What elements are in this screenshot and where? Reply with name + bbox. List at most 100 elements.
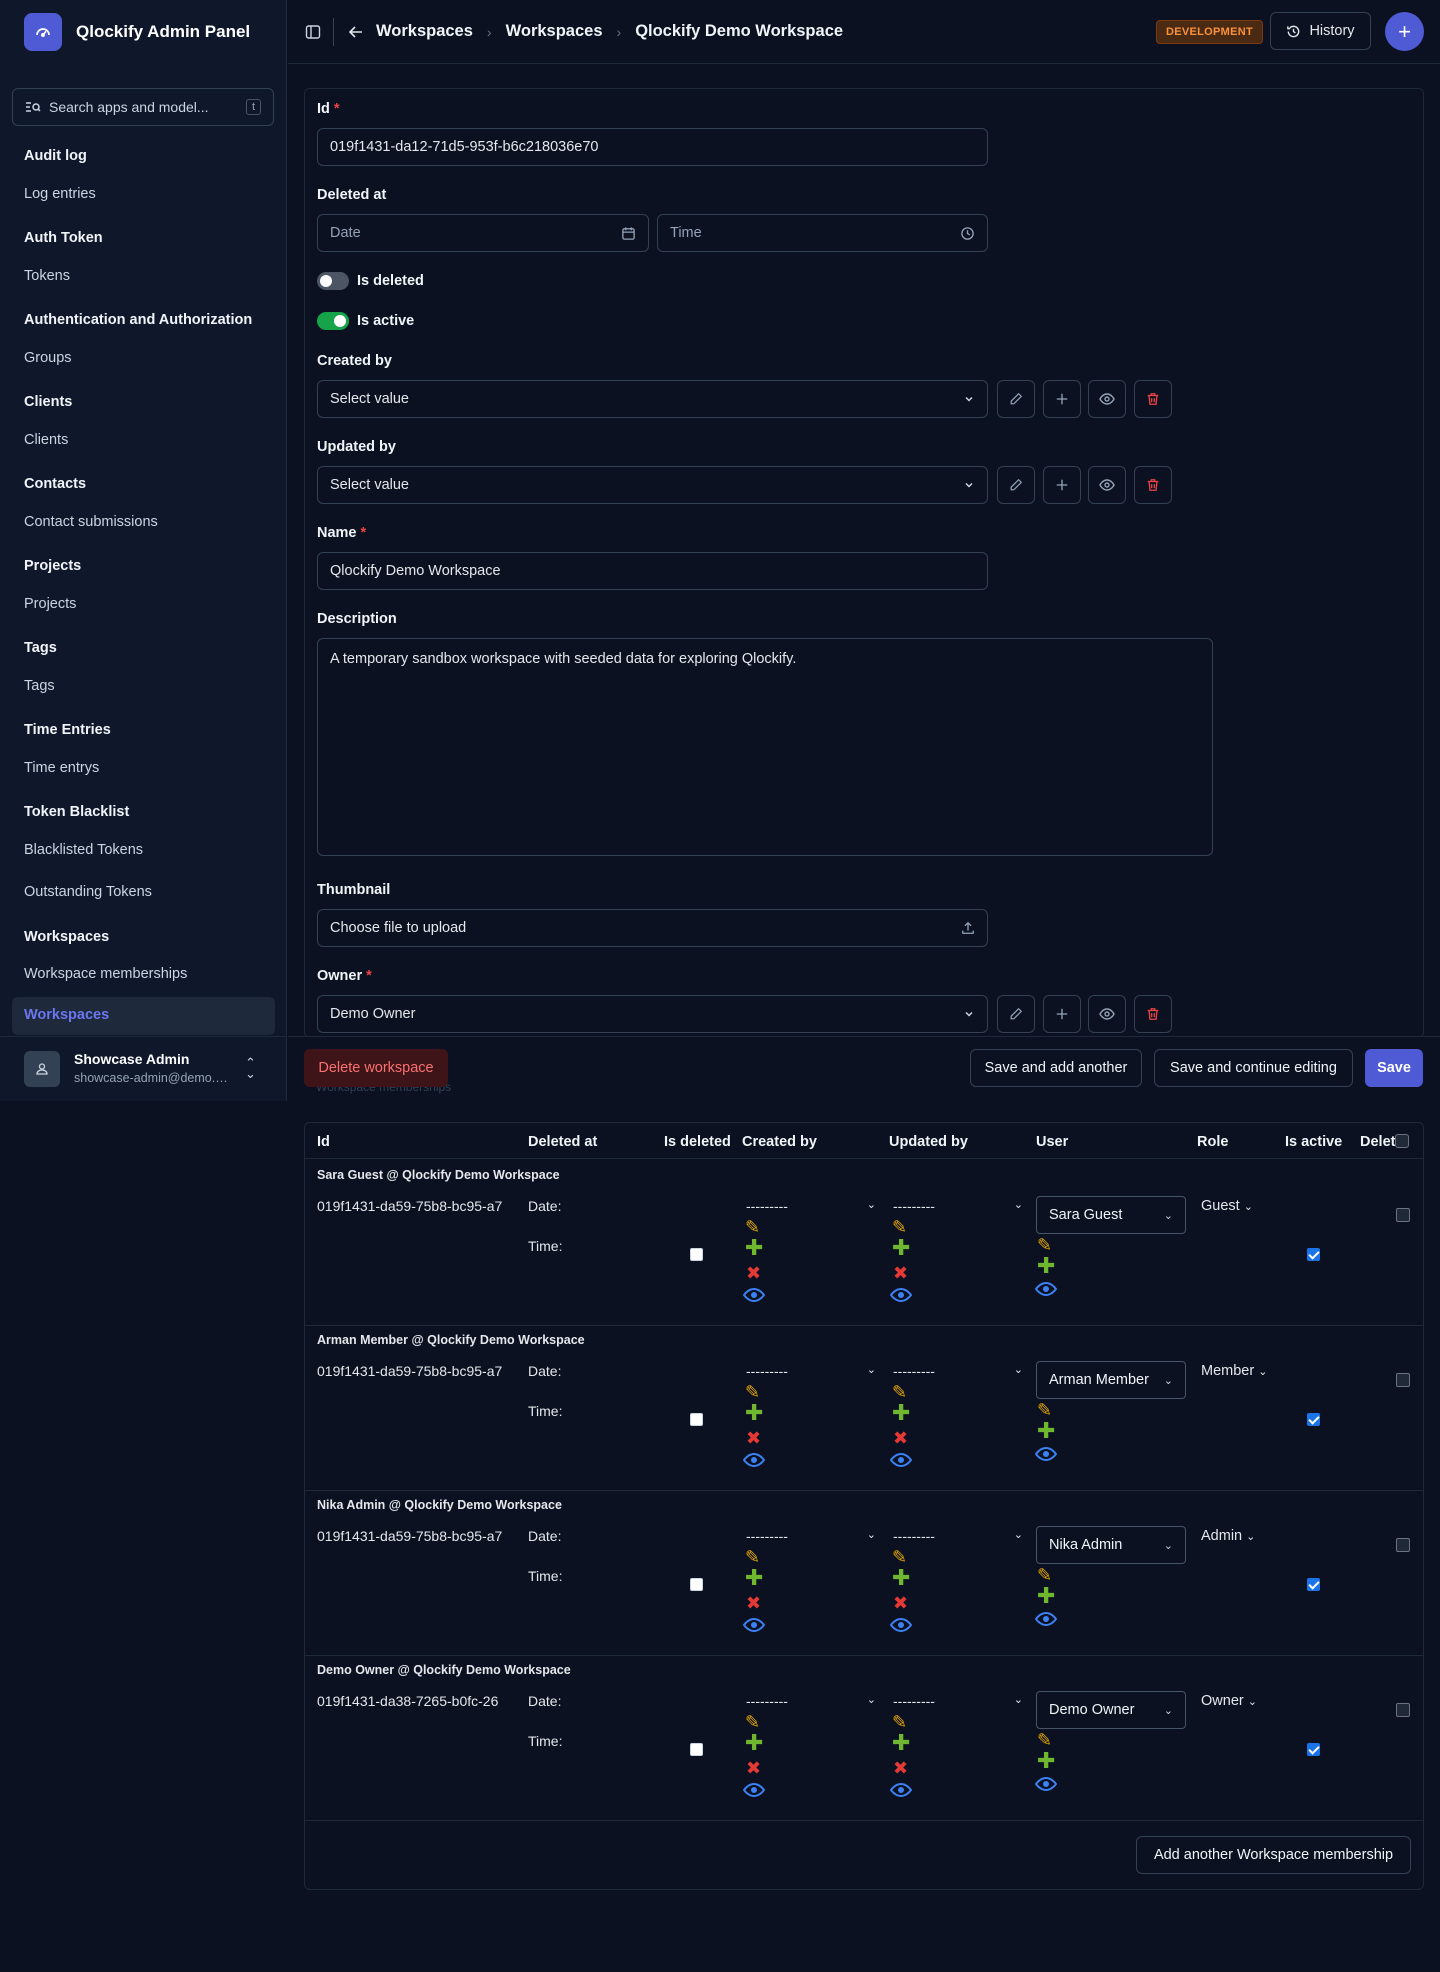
- eye-icon[interactable]: [889, 1782, 913, 1801]
- delete-created-by-button[interactable]: [1134, 380, 1172, 418]
- eye-icon[interactable]: [889, 1452, 913, 1471]
- close-icon[interactable]: ✖: [893, 1593, 909, 1613]
- eye-icon[interactable]: [742, 1452, 766, 1471]
- sidebar-item-projects[interactable]: Projects: [24, 596, 77, 612]
- pencil-icon[interactable]: ✎: [1037, 1235, 1053, 1255]
- plus-icon[interactable]: ✚: [1037, 1748, 1056, 1773]
- pencil-icon[interactable]: ✎: [892, 1712, 908, 1732]
- close-icon[interactable]: ✖: [746, 1758, 762, 1778]
- role-select[interactable]: Owner ⌄: [1201, 1693, 1257, 1709]
- created-by-select[interactable]: --------- ⌄: [746, 1363, 876, 1379]
- add-button[interactable]: +: [1385, 12, 1424, 51]
- created-by-select[interactable]: --------- ⌄: [746, 1693, 876, 1709]
- close-icon[interactable]: ✖: [746, 1263, 762, 1283]
- user-card[interactable]: [0, 1036, 287, 1101]
- role-select[interactable]: Member ⌄: [1201, 1363, 1268, 1379]
- delete-all-checkbox[interactable]: [1395, 1134, 1409, 1148]
- chevron-up-down-icon[interactable]: ⌃ ⌄: [245, 1055, 256, 1081]
- view-created-by-button[interactable]: [1088, 380, 1126, 418]
- pencil-icon[interactable]: ✎: [1037, 1400, 1053, 1420]
- eye-icon[interactable]: [889, 1617, 913, 1636]
- plus-icon[interactable]: ✚: [1037, 1418, 1056, 1443]
- sidebar-item-workspaces[interactable]: [12, 997, 275, 1035]
- is-deleted-checkbox[interactable]: [690, 1743, 703, 1756]
- save-button[interactable]: Save: [1365, 1049, 1423, 1087]
- add-owner-button[interactable]: [1043, 995, 1081, 1033]
- delete-row-checkbox[interactable]: [1396, 1373, 1410, 1387]
- sidebar-item-clients[interactable]: Clients: [24, 432, 69, 448]
- description-textarea[interactable]: A temporary sandbox workspace with seede…: [317, 638, 1213, 856]
- eye-icon[interactable]: [742, 1617, 766, 1636]
- plus-icon[interactable]: ✚: [892, 1235, 911, 1260]
- pencil-icon[interactable]: ✎: [892, 1217, 908, 1237]
- sidebar-toggle-icon[interactable]: [305, 24, 321, 44]
- sidebar-item-outstanding-tokens[interactable]: Outstanding Tokens: [24, 884, 152, 900]
- back-arrow-icon[interactable]: [348, 24, 364, 44]
- sidebar-item-tokens[interactable]: Tokens: [24, 268, 70, 284]
- is-deleted-checkbox[interactable]: [690, 1413, 703, 1426]
- save-continue-button[interactable]: Save and continue editing: [1154, 1049, 1353, 1087]
- is-deleted-checkbox[interactable]: [690, 1578, 703, 1591]
- sidebar-item-workspace-memberships[interactable]: Workspace memberships: [24, 966, 188, 982]
- plus-icon[interactable]: ✚: [1037, 1253, 1056, 1278]
- plus-icon[interactable]: ✚: [892, 1730, 911, 1755]
- updated-by-select[interactable]: --------- ⌄: [893, 1363, 1023, 1379]
- is-deleted-toggle[interactable]: [317, 272, 349, 290]
- is-deleted-checkbox[interactable]: [690, 1248, 703, 1261]
- delete-updated-by-button[interactable]: [1134, 466, 1172, 504]
- id-field[interactable]: 019f1431-da12-71d5-953f-b6c218036e70: [317, 128, 988, 166]
- sidebar-item-log-entries[interactable]: Log entries: [24, 186, 96, 202]
- updated-by-select[interactable]: Select value: [317, 466, 988, 504]
- user-select[interactable]: Demo Owner ⌄: [1036, 1691, 1186, 1729]
- pencil-icon[interactable]: ✎: [745, 1547, 761, 1567]
- delete-row-checkbox[interactable]: [1396, 1538, 1410, 1552]
- plus-icon[interactable]: ✚: [892, 1400, 911, 1425]
- history-button[interactable]: History: [1270, 12, 1371, 50]
- plus-icon[interactable]: ✚: [745, 1400, 764, 1425]
- eye-icon[interactable]: [742, 1287, 766, 1306]
- eye-icon[interactable]: [742, 1782, 766, 1801]
- search-input[interactable]: Search apps and model... t: [12, 88, 274, 126]
- created-by-select[interactable]: --------- ⌄: [746, 1198, 876, 1214]
- pencil-icon[interactable]: ✎: [745, 1217, 761, 1237]
- plus-icon[interactable]: ✚: [1037, 1583, 1056, 1608]
- is-active-checkbox[interactable]: [1307, 1248, 1320, 1261]
- plus-icon[interactable]: ✚: [892, 1565, 911, 1590]
- updated-by-select[interactable]: --------- ⌄: [893, 1693, 1023, 1709]
- user-select[interactable]: Sara Guest ⌄: [1036, 1196, 1186, 1234]
- updated-by-select[interactable]: --------- ⌄: [893, 1198, 1023, 1214]
- close-icon[interactable]: ✖: [746, 1593, 762, 1613]
- created-by-select[interactable]: Select value: [317, 380, 988, 418]
- add-updated-by-button[interactable]: [1043, 466, 1081, 504]
- breadcrumb-item[interactable]: Workspaces: [505, 22, 603, 40]
- user-select[interactable]: Nika Admin ⌄: [1036, 1526, 1186, 1564]
- plus-icon[interactable]: ✚: [745, 1730, 764, 1755]
- edit-owner-button[interactable]: [997, 995, 1035, 1033]
- view-updated-by-button[interactable]: [1088, 466, 1126, 504]
- pencil-icon[interactable]: ✎: [1037, 1565, 1053, 1585]
- close-icon[interactable]: ✖: [893, 1428, 909, 1448]
- add-created-by-button[interactable]: [1043, 380, 1081, 418]
- plus-icon[interactable]: ✚: [745, 1565, 764, 1590]
- delete-owner-button[interactable]: [1134, 995, 1172, 1033]
- updated-by-select[interactable]: --------- ⌄: [893, 1528, 1023, 1544]
- edit-created-by-button[interactable]: [997, 380, 1035, 418]
- sidebar-item-groups[interactable]: Groups: [24, 350, 72, 366]
- name-field[interactable]: Qlockify Demo Workspace: [317, 552, 988, 590]
- user-select[interactable]: Arman Member ⌄: [1036, 1361, 1186, 1399]
- owner-select[interactable]: Demo Owner: [317, 995, 988, 1033]
- brand[interactable]: Qlockify Admin Panel: [24, 13, 250, 51]
- is-active-toggle[interactable]: [317, 312, 349, 330]
- sidebar-item-blacklisted-tokens[interactable]: Blacklisted Tokens: [24, 842, 144, 858]
- is-active-checkbox[interactable]: [1307, 1413, 1320, 1426]
- pencil-icon[interactable]: ✎: [745, 1712, 761, 1732]
- eye-icon[interactable]: [1034, 1776, 1058, 1795]
- eye-icon[interactable]: [1034, 1446, 1058, 1465]
- created-by-select[interactable]: --------- ⌄: [746, 1528, 876, 1544]
- close-icon[interactable]: ✖: [893, 1758, 909, 1778]
- pencil-icon[interactable]: ✎: [1037, 1730, 1053, 1750]
- deleted-at-date-field[interactable]: Date: [317, 214, 649, 252]
- role-select[interactable]: Admin ⌄: [1201, 1528, 1256, 1544]
- pencil-icon[interactable]: ✎: [892, 1547, 908, 1567]
- plus-icon[interactable]: ✚: [745, 1235, 764, 1260]
